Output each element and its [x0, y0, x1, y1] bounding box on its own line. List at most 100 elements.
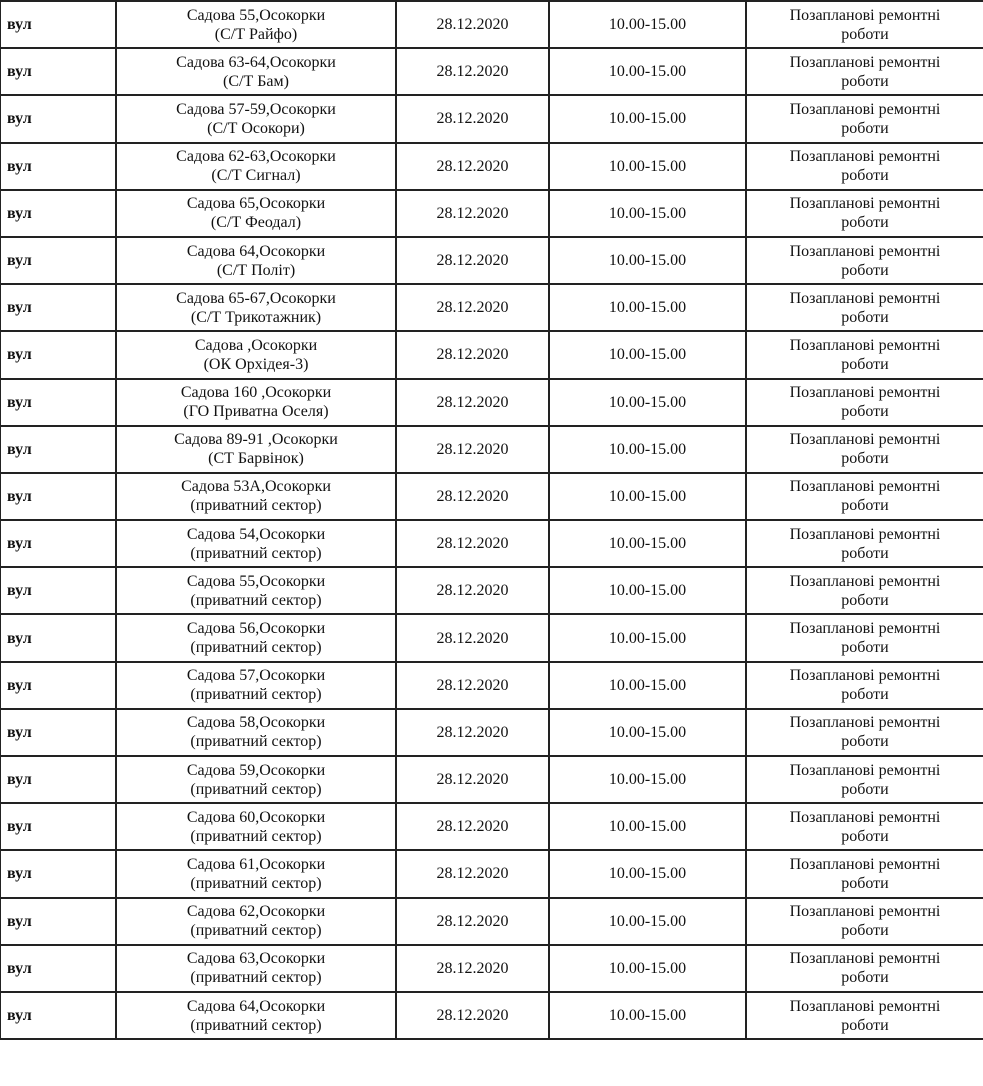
table-row: вул Садова 89-91 ,Осокорки (СТ Барвінок) …	[0, 424, 983, 474]
reason-text: Позапланові ремонтні	[789, 53, 941, 71]
reason-cell: Позапланові ремонтні роботи	[745, 707, 983, 758]
reason-text: Позапланові ремонтні	[789, 950, 941, 968]
reason-text: Позапланові ремонтні	[789, 667, 941, 685]
address-cell: Садова 57-59,Осокорки (С/Т Осокори)	[115, 94, 397, 144]
time-cell: 10.00-15.00	[548, 896, 747, 946]
organization-text: (С/Т Політ)	[216, 261, 296, 279]
date-cell: 28.12.2020	[395, 188, 550, 238]
street-type-cell: вул	[0, 849, 117, 899]
date-cell: 28.12.2020	[395, 707, 550, 758]
street-type-cell: вул	[0, 943, 117, 993]
address-cell: Садова 62-63,Осокорки (С/Т Сигнал)	[115, 141, 397, 191]
reason-text: Позапланові ремонтні	[789, 478, 941, 496]
address-cell: Садова 62,Осокорки (приватний сектор)	[115, 896, 397, 946]
date-cell: 28.12.2020	[395, 519, 550, 569]
time-cell: 10.00-15.00	[548, 707, 747, 758]
address-text: Садова 56,Осокорки	[186, 620, 326, 638]
reason-text: Позапланові ремонтні	[789, 100, 941, 118]
organization-text: (С/Т Осокори)	[207, 119, 305, 137]
address-text: Садова 59,Осокорки	[186, 761, 326, 779]
table-row: вул Садова 53А,Осокорки (приватний сектор…	[0, 471, 983, 522]
address-text: Садова 63-64,Осокорки	[176, 53, 336, 71]
reason-cell: Позапланові ремонтні роботи	[745, 660, 983, 710]
reason-text-continued: роботи	[841, 780, 889, 798]
street-type-cell: вул	[0, 519, 117, 569]
address-text: Садова 62-63,Осокорки	[176, 148, 336, 166]
reason-text: Позапланові ремонтні	[789, 997, 941, 1015]
reason-cell: Позапланові ремонтні роботи	[745, 141, 983, 191]
reason-text: Позапланові ремонтні	[789, 195, 941, 213]
organization-text: (приватний сектор)	[190, 1016, 322, 1034]
organization-text: (ГО Приватна Оселя)	[183, 403, 329, 421]
organization-text: (СТ Барвінок)	[208, 450, 304, 468]
street-type-cell: вул	[0, 0, 117, 50]
table-row: вул Садова ,Осокорки (ОК Орхідея-3) 28.12…	[0, 330, 983, 380]
date-cell: 28.12.2020	[395, 802, 550, 852]
table-body: вул Садова 55,Осокорки (С/Т Райфо) 28.12.…	[0, 0, 983, 1041]
date-cell: 28.12.2020	[395, 330, 550, 380]
address-cell: Садова 160 ,Осокорки (ГО Приватна Оселя)	[115, 377, 397, 427]
street-type-cell: вул	[0, 141, 117, 191]
reason-text-continued: роботи	[841, 167, 889, 185]
address-text: Садова 60,Осокорки	[186, 808, 326, 826]
time-cell: 10.00-15.00	[548, 849, 747, 899]
reason-text: Позапланові ремонтні	[789, 289, 941, 307]
time-cell: 10.00-15.00	[548, 94, 747, 144]
time-cell: 10.00-15.00	[548, 188, 747, 238]
reason-text-continued: роботи	[841, 686, 889, 704]
reason-cell: Позапланові ремонтні роботи	[745, 47, 983, 97]
time-cell: 10.00-15.00	[548, 330, 747, 380]
reason-cell: Позапланові ремонтні роботи	[745, 377, 983, 427]
time-cell: 10.00-15.00	[548, 424, 747, 474]
reason-text: Позапланові ремонтні	[789, 431, 941, 449]
reason-text: Позапланові ремонтні	[789, 572, 941, 590]
table-row: вул Садова 57-59,Осокорки (С/Т Осокори) 2…	[0, 94, 983, 144]
table-row: вул Садова 63,Осокорки (приватний сектор)…	[0, 943, 983, 993]
address-cell: Садова 60,Осокорки (приватний сектор)	[115, 802, 397, 852]
date-cell: 28.12.2020	[395, 141, 550, 191]
street-type-cell: вул	[0, 566, 117, 616]
reason-text: Позапланові ремонтні	[789, 242, 941, 260]
date-cell: 28.12.2020	[395, 94, 550, 144]
address-text: Садова ,Осокорки	[194, 336, 318, 354]
table-row: вул Садова 65,Осокорки (С/Т Феодал) 28.12…	[0, 188, 983, 238]
time-cell: 10.00-15.00	[548, 802, 747, 852]
reason-cell: Позапланові ремонтні роботи	[745, 471, 983, 522]
street-type-cell: вул	[0, 235, 117, 286]
time-cell: 10.00-15.00	[548, 283, 747, 333]
table-row: вул Садова 65-67,Осокорки (С/Т Трикотажни…	[0, 283, 983, 333]
table-row: вул Садова 56,Осокорки (приватний сектор)…	[0, 613, 983, 663]
reason-cell: Позапланові ремонтні роботи	[745, 235, 983, 286]
time-cell: 10.00-15.00	[548, 0, 747, 50]
address-text: Садова 54,Осокорки	[186, 525, 326, 543]
table-row: вул Садова 59,Осокорки (приватний сектор)…	[0, 754, 983, 805]
time-cell: 10.00-15.00	[548, 471, 747, 522]
address-cell: Садова 58,Осокорки (приватний сектор)	[115, 707, 397, 758]
reason-cell: Позапланові ремонтні роботи	[745, 802, 983, 852]
time-cell: 10.00-15.00	[548, 943, 747, 993]
organization-text: (приватний сектор)	[190, 639, 322, 657]
table-row: вул Садова 64,Осокорки (приватний сектор)…	[0, 990, 983, 1041]
organization-text: (приватний сектор)	[190, 827, 322, 845]
street-type-cell: вул	[0, 707, 117, 758]
date-cell: 28.12.2020	[395, 424, 550, 474]
reason-text-continued: роботи	[841, 733, 889, 751]
reason-text: Позапланові ремонтні	[789, 808, 941, 826]
date-cell: 28.12.2020	[395, 660, 550, 710]
address-text: Садова 62,Осокорки	[186, 903, 326, 921]
date-cell: 28.12.2020	[395, 235, 550, 286]
reason-text: Позапланові ремонтні	[789, 148, 941, 166]
address-text: Садова 65-67,Осокорки	[176, 289, 336, 307]
organization-text: (приватний сектор)	[190, 686, 322, 704]
reason-text-continued: роботи	[841, 497, 889, 515]
reason-cell: Позапланові ремонтні роботи	[745, 519, 983, 569]
organization-text: (приватний сектор)	[190, 780, 322, 798]
reason-text-continued: роботи	[841, 1016, 889, 1034]
reason-text-continued: роботи	[841, 827, 889, 845]
date-cell: 28.12.2020	[395, 896, 550, 946]
address-cell: Садова 55,Осокорки (С/Т Райфо)	[115, 0, 397, 50]
table-row: вул Садова 160 ,Осокорки (ГО Приватна Осе…	[0, 377, 983, 427]
reason-cell: Позапланові ремонтні роботи	[745, 283, 983, 333]
address-cell: Садова 55,Осокорки (приватний сектор)	[115, 566, 397, 616]
table-row: вул Садова 55,Осокорки (С/Т Райфо) 28.12.…	[0, 0, 983, 50]
